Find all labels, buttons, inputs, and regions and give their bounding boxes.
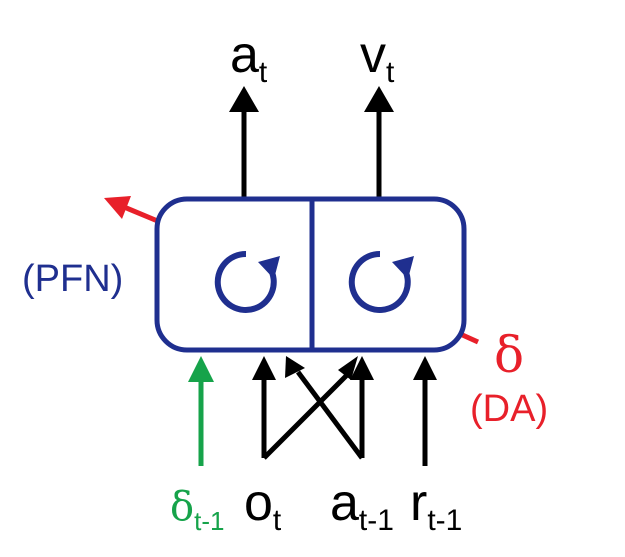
pfn-label: (PFN) (22, 258, 123, 300)
output-action-subscript: t (259, 56, 268, 89)
delta-label: δ (494, 326, 524, 384)
delta-input-arrow (188, 356, 214, 466)
output-value-label: vt (360, 26, 395, 89)
input-observation-subscript: t (273, 504, 282, 537)
input-delta-prev-subscript: t-1 (194, 506, 224, 536)
input-action-prev-subscript: t-1 (359, 504, 394, 537)
action-prev-input-arrows (285, 356, 374, 460)
output-action-arrow (229, 86, 259, 198)
observation-input-arrows (252, 356, 358, 460)
output-action-label: at (230, 26, 268, 89)
output-value-subscript: t (386, 56, 395, 89)
input-reward-prev-subscript: t-1 (427, 504, 462, 537)
input-action-prev-label: at-1 (330, 474, 394, 537)
recurrent-loop-icon (348, 250, 414, 313)
reward-prev-input-arrow (413, 356, 437, 466)
dopamine-output-arrow (104, 196, 161, 225)
da-label: (DA) (470, 388, 548, 430)
input-reward-prev-label: rt-1 (410, 474, 462, 537)
input-observation-label: ot (244, 474, 282, 537)
input-delta-prev-label: δt-1 (170, 484, 224, 536)
recurrent-loop-icon (214, 250, 280, 313)
output-value-arrow (364, 86, 394, 198)
